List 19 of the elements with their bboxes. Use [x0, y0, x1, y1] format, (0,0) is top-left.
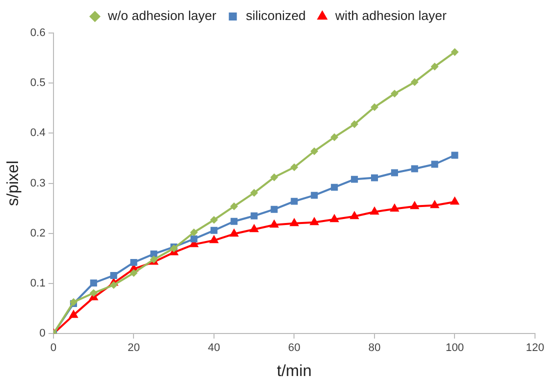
y-tick-label: 0.4 — [30, 127, 46, 140]
x-tick-label: 120 — [526, 342, 544, 354]
legend-label: with adhesion layer — [334, 8, 448, 24]
y-tick-label: 0.3 — [30, 177, 46, 190]
x-tick-label: 20 — [128, 342, 140, 354]
legend-label: siliconized — [246, 8, 306, 24]
y-axis-title: s/pixel — [5, 160, 22, 206]
legend-label: w/o adhesion layer — [106, 8, 217, 24]
x-tick-label: 60 — [288, 342, 300, 354]
y-tick-label: 0.5 — [30, 77, 46, 90]
y-tick-label: 0 — [39, 328, 46, 340]
x-tick-label: 0 — [50, 342, 57, 354]
x-tick-label: 40 — [208, 342, 220, 354]
y-tick-label: 0.1 — [30, 278, 46, 290]
x-tick-label: 100 — [446, 342, 464, 354]
y-tick-label: 0.2 — [30, 227, 46, 240]
x-axis-title: t/min — [276, 362, 312, 380]
x-tick-label: 80 — [368, 342, 381, 354]
y-tick-label: 0.6 — [30, 27, 46, 40]
